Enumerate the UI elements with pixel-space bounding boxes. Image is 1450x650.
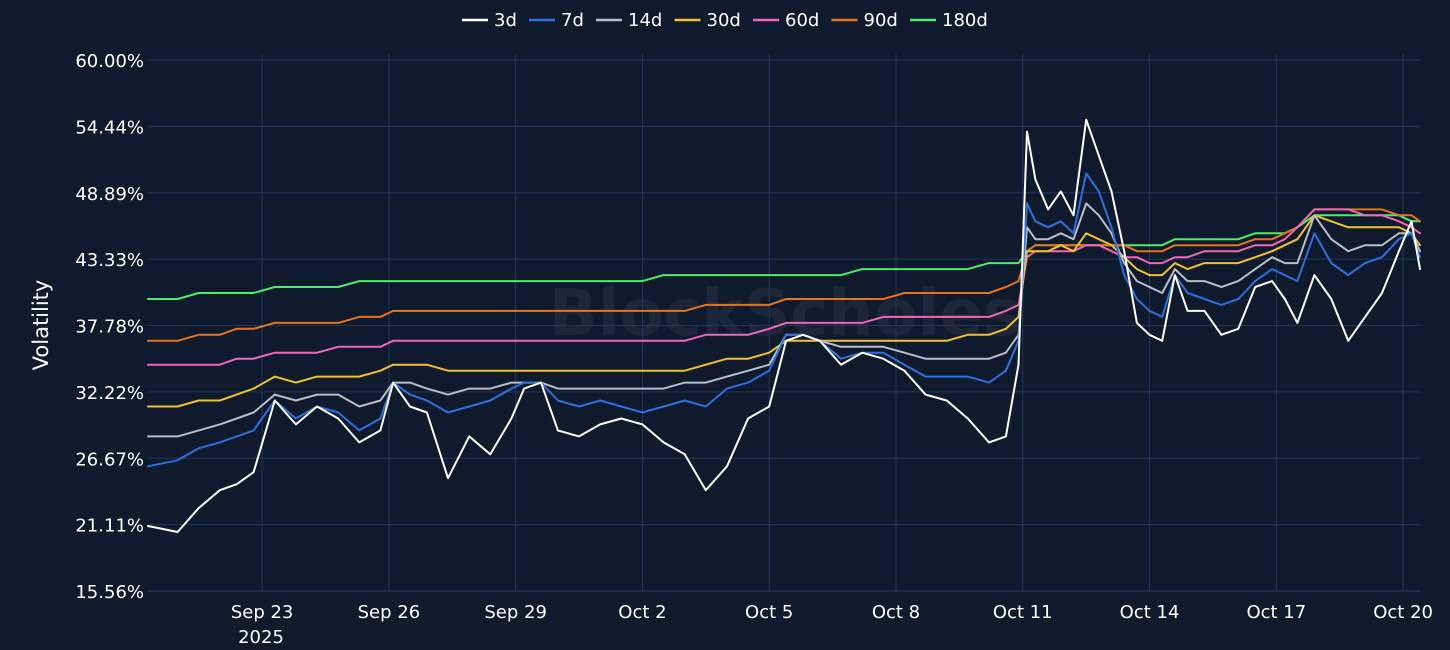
x-tick-label: Oct 17 [1246,602,1306,623]
legend-label: 90d [864,10,898,31]
y-tick-label: 26.67% [75,449,144,470]
legend-item-60d[interactable]: 60d [753,10,819,31]
x-year-label: 2025 [238,627,284,648]
series-line-180d [147,214,1421,300]
y-tick-label: 54.44% [75,117,144,138]
legend-label: 7d [561,10,584,31]
x-tick-label: Oct 20 [1373,602,1433,623]
legend-item-7d[interactable]: 7d [529,10,584,31]
x-axis: Sep 23 Sep 26 Sep 29 Oct 2 Oct 5 Oct 8 Oct 11 O… [231,602,1433,623]
x-tick-label: Oct 5 [745,602,793,623]
y-tick-label: 32.22% [75,383,144,404]
x-tick-label: Oct 2 [618,602,666,623]
legend-label: 180d [942,10,988,31]
series-line-3d [147,118,1421,533]
series-line-7d [147,172,1421,468]
series-line-30d [147,214,1421,408]
series-layer [147,118,1421,533]
series-line-60d [147,208,1421,366]
x-tick-label: Sep 26 [358,602,421,623]
legend-item-14d[interactable]: 14d [596,10,662,31]
series-line-90d [147,208,1421,342]
y-tick-label: 48.89% [75,184,144,205]
y-tick-label: 15.56% [75,582,144,603]
y-axis: 15.56% 21.11% 26.67% 32.22% 37.78% 43.33% 48.8… [75,51,144,603]
x-tick-label: Oct 8 [872,602,920,623]
x-tick-label: Sep 23 [231,602,294,623]
legend-item-180d[interactable]: 180d [910,10,988,31]
legend-item-3d[interactable]: 3d [462,10,517,31]
legend-item-90d[interactable]: 90d [831,10,898,31]
legend-label: 30d [707,10,741,31]
x-tick-label: Oct 14 [1120,602,1180,623]
legend[interactable]: 3d 7d 14d 30d 60d 90d 180d [462,10,988,31]
series-line-14d [147,202,1421,438]
legend-label: 14d [628,10,662,31]
grid [148,54,1420,592]
x-tick-label: Sep 29 [484,602,547,623]
y-tick-label: 43.33% [75,250,144,271]
y-tick-label: 60.00% [75,51,144,72]
legend-label: 60d [785,10,819,31]
y-axis-title: Volatility [29,280,53,371]
y-tick-label: 21.11% [75,516,144,537]
legend-item-30d[interactable]: 30d [674,10,741,31]
y-tick-label: 37.78% [75,317,144,338]
x-tick-label: Oct 11 [993,602,1053,623]
legend-label: 3d [494,10,517,31]
